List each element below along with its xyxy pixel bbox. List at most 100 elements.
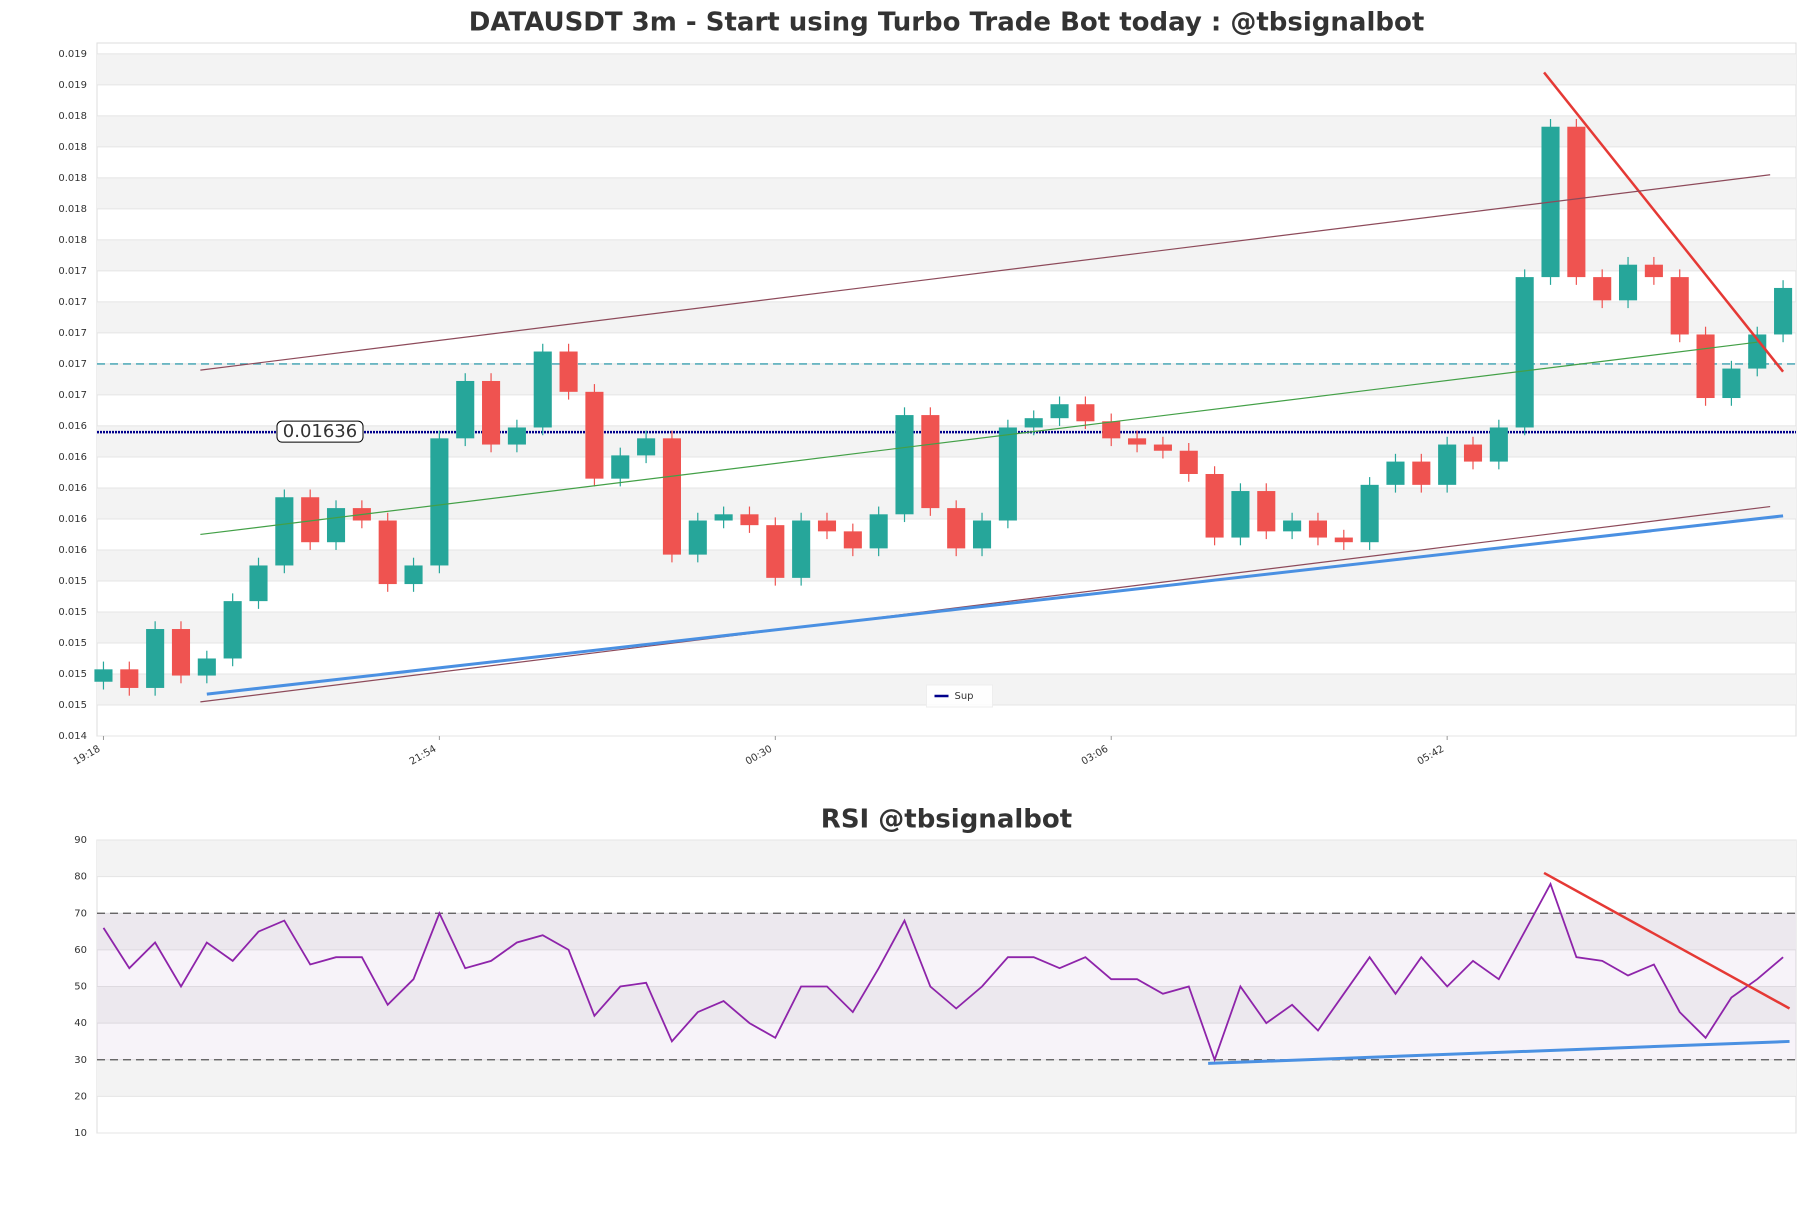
y-tick-label: 0.016 — [58, 514, 87, 525]
y-tick-label: 20 — [74, 1091, 87, 1102]
y-tick-label: 0.017 — [58, 266, 87, 277]
stripe — [97, 1059, 1796, 1097]
candle-body — [1515, 277, 1534, 428]
candle-body — [378, 520, 397, 585]
candle-body — [817, 520, 837, 532]
x-tick-label: 05:42 — [1416, 744, 1446, 768]
rsi-band — [97, 913, 1796, 1060]
level-label-box — [276, 420, 364, 443]
candle-body — [1076, 404, 1095, 422]
candle-body — [1205, 473, 1224, 538]
y-tick-label: 0.015 — [58, 576, 87, 587]
y-tick-label: 0.015 — [58, 669, 87, 680]
candle-body — [1696, 334, 1715, 399]
x-tick-label: 21:54 — [408, 744, 438, 768]
y-tick-label: 50 — [74, 982, 87, 993]
y-tick-label: 0.017 — [58, 359, 87, 370]
trend-line — [206, 514, 1784, 696]
candle-body — [1463, 444, 1483, 462]
candle-body — [1257, 491, 1276, 532]
candle-body — [120, 669, 139, 688]
y-tick-label: 0.016 — [58, 421, 87, 432]
candle-body — [688, 520, 707, 555]
stripe — [97, 177, 1796, 209]
stripe — [97, 611, 1796, 643]
candle-body — [1102, 421, 1121, 439]
trend-line — [1543, 871, 1791, 1010]
candle-body — [998, 427, 1017, 521]
candle-body — [1334, 537, 1353, 543]
candle-body — [1489, 427, 1508, 462]
stripe — [97, 53, 1796, 85]
candle-body — [1308, 520, 1327, 538]
candle-body — [1231, 491, 1250, 538]
candle-body — [714, 514, 733, 521]
candle-body — [1128, 438, 1147, 445]
candle-body — [585, 391, 604, 479]
candle-body — [1283, 520, 1302, 532]
candle-body — [1644, 264, 1663, 278]
stripe — [97, 913, 1796, 950]
stripe — [97, 840, 1796, 877]
stripe — [97, 363, 1796, 395]
y-tick-label: 60 — [74, 945, 87, 956]
candle-body — [404, 565, 423, 585]
x-tick-label: 03:06 — [1080, 744, 1110, 768]
y-tick-label: 0.016 — [58, 483, 87, 494]
candle-body — [611, 455, 630, 479]
y-tick-label: 0.018 — [58, 204, 87, 215]
candle-body — [1386, 461, 1405, 485]
candle-body — [843, 531, 862, 549]
candle-body — [223, 601, 242, 659]
candle-body — [507, 427, 526, 445]
trend-line — [200, 505, 1771, 703]
candle-body — [146, 629, 165, 688]
y-tick-label: 0.017 — [58, 390, 87, 401]
trend-line — [200, 174, 1771, 371]
candle-body — [792, 520, 811, 578]
candle-body — [895, 415, 914, 515]
candle-body — [301, 497, 320, 543]
y-tick-label: 0.015 — [58, 700, 87, 711]
y-tick-label: 0.017 — [58, 297, 87, 308]
candle-body — [921, 415, 940, 509]
x-tick-label: 19:18 — [72, 744, 102, 768]
y-tick-label: 0.018 — [58, 142, 87, 153]
level-label: 0.01636 — [283, 421, 357, 442]
legend-label: Sup — [955, 691, 974, 702]
y-tick-label: 80 — [74, 872, 87, 883]
y-tick-label: 0.015 — [58, 607, 87, 618]
candle-body — [1618, 264, 1638, 301]
stripe — [97, 239, 1796, 271]
y-tick-label: 0.014 — [58, 731, 87, 742]
candle-body — [197, 658, 216, 676]
candle-body — [1179, 450, 1198, 474]
candle-body — [740, 514, 759, 526]
y-tick-label: 10 — [74, 1128, 87, 1139]
candle-body — [326, 508, 346, 543]
candle-body — [533, 351, 552, 428]
candle-body — [94, 669, 113, 682]
candle-body — [1050, 404, 1069, 419]
candle-body — [456, 380, 475, 439]
y-tick-label: 0.016 — [58, 452, 87, 463]
candle-body — [869, 514, 888, 549]
x-tick-label: 00:30 — [744, 744, 774, 768]
candle-body — [1153, 444, 1172, 451]
candle-body — [766, 525, 785, 578]
y-tick-label: 70 — [74, 908, 87, 919]
chart-title: RSI @tbsignalbot — [821, 805, 1072, 835]
candle-body — [249, 565, 268, 602]
candle-body — [430, 438, 449, 566]
trend-line — [1543, 71, 1785, 373]
stripe — [97, 115, 1796, 147]
stripe — [97, 487, 1796, 519]
y-tick-label: 0.015 — [58, 638, 87, 649]
y-tick-label: 0.016 — [58, 545, 87, 556]
y-tick-label: 0.018 — [58, 235, 87, 246]
legend — [926, 684, 993, 708]
y-tick-label: 0.017 — [58, 328, 87, 339]
candle-body — [275, 497, 294, 566]
